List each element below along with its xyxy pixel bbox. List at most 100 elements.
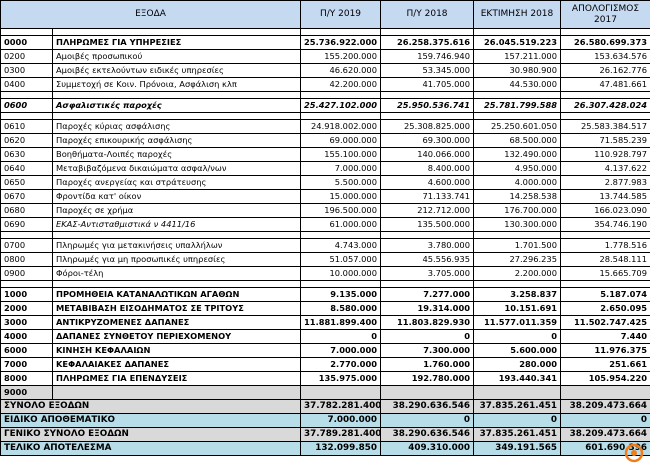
data-row: 0300 Αμοιβές εκτελούντων ειδικές υπηρεσίε… — [0, 63, 650, 78]
data-row: 0650 Παροχές ανεργείας και στράτευσης 5.50… — [0, 175, 650, 190]
value-cell: 105.954.220 — [560, 371, 650, 386]
spacer-row — [0, 112, 650, 120]
name-cell: Παροχές ανεργείας και στράτευσης — [52, 175, 301, 190]
spacer-cell — [300, 112, 381, 120]
spacer-cell — [52, 91, 301, 99]
total-value: 132.099.850 — [300, 441, 381, 456]
data-row: 2000 ΜΕΤΑΒΙΒΑΣΗ ΕΙΣΟΔΗΜΑΤΟΣ ΣΕ ΤΡΙΤΟΥΣ 8.5… — [0, 301, 650, 316]
name-cell: ΔΑΠΑΝΕΣ ΣΥΝΘΕΤΟΥ ΠΕΡΙΕΧΟΜΕΝΟΥ — [52, 329, 301, 344]
code-cell: 3000 — [0, 315, 53, 330]
value-cell: 280.000 — [473, 357, 561, 372]
code-cell: 0800 — [0, 252, 53, 267]
value-cell: 28.548.111 — [560, 252, 650, 267]
value-cell — [473, 385, 561, 400]
total-row: ΣΥΝΟΛΟ ΕΞΟΔΩΝ 37.782.281.400 38.290.636.54… — [0, 399, 650, 414]
data-row: 0610 Παροχές κύριας ασφάλισης 24.918.002.0… — [0, 119, 650, 134]
value-cell: 68.500.000 — [473, 133, 561, 148]
data-row: 0000 ΠΛΗΡΩΜΕΣ ΓΙΑ ΥΠΗΡΕΣΙΕΣ 25.736.922.000… — [0, 35, 650, 50]
spacer-cell — [380, 231, 474, 239]
spacer-cell — [0, 231, 53, 239]
value-cell: 159.746.940 — [380, 49, 474, 64]
value-cell: 7.277.000 — [380, 287, 474, 302]
value-cell: 51.057.000 — [300, 252, 381, 267]
value-cell: 26.162.776 — [560, 63, 650, 78]
data-row: 7000 ΚΕΦΑΛΑΙΑΚΕΣ ΔΑΠΑΝΕΣ 2.770.000 1.760.00… — [0, 357, 650, 372]
code-cell: 0900 — [0, 266, 53, 281]
spacer-cell — [473, 91, 561, 99]
data-row: 0620 Παροχές επικουρικής ασφάλισης 69.000.… — [0, 133, 650, 148]
value-cell: 4.600.000 — [380, 175, 474, 190]
total-row: ΓΕΝΙΚΟ ΣΥΝΟΛΟ ΕΞΟΔΩΝ 37.789.281.400 38.290… — [0, 427, 650, 442]
value-cell: 157.211.000 — [473, 49, 561, 64]
total-value: 37.782.281.400 — [300, 399, 381, 414]
code-cell: 1000 — [0, 287, 53, 302]
total-value: 0 — [560, 413, 650, 428]
total-value: 409.310.000 — [380, 441, 474, 456]
total-label: ΤΕΛΙΚΟ ΑΠΟΤΕΛΕΣΜΑ — [0, 441, 301, 456]
name-cell: Ασφαλιστικές παροχές — [52, 98, 301, 113]
spacer-cell — [52, 231, 301, 239]
value-cell: 155.100.000 — [300, 147, 381, 162]
code-cell: 7000 — [0, 357, 53, 372]
value-cell: 46.620.000 — [300, 63, 381, 78]
spacer-row — [0, 28, 650, 36]
value-cell — [380, 385, 474, 400]
value-cell: 30.980.900 — [473, 63, 561, 78]
value-cell: 4.000.000 — [473, 175, 561, 190]
total-value: 0 — [380, 413, 474, 428]
value-cell: 9.135.000 — [300, 287, 381, 302]
value-cell: 1.701.500 — [473, 238, 561, 253]
value-cell: 5.187.074 — [560, 287, 650, 302]
spacer-cell — [380, 280, 474, 288]
total-label: ΣΥΝΟΛΟ ΕΞΟΔΩΝ — [0, 399, 301, 414]
value-cell: 110.928.797 — [560, 147, 650, 162]
spacer-cell — [560, 112, 650, 120]
data-row: 0900 Φόροι-τέλη 10.000.000 3.705.000 2.200.0… — [0, 266, 650, 281]
value-cell: 2.200.000 — [473, 266, 561, 281]
value-cell: 25.781.799.588 — [473, 98, 561, 113]
data-row: 1000 ΠΡΟΜΗΘΕΙΑ ΚΑΤΑΝΑΛΩΤΙΚΩΝ ΑΓΑΘΩΝ 9.135.… — [0, 287, 650, 302]
header-row: ΕΞΟΔΑ Π/Υ 2019 Π/Υ 2018 ΕΚΤΙΜΗΣΗ 2018 ΑΠΟΛΟΓ… — [0, 0, 650, 29]
code-cell: 4000 — [0, 329, 53, 344]
total-value: 7.000.000 — [300, 413, 381, 428]
value-cell: 153.634.576 — [560, 49, 650, 64]
value-cell: 251.661 — [560, 357, 650, 372]
name-cell: Αμοιβές εκτελούντων ειδικές υπηρεσίες — [52, 63, 301, 78]
value-cell: 5.500.000 — [300, 175, 381, 190]
code-cell: 2000 — [0, 301, 53, 316]
total-row: ΤΕΛΙΚΟ ΑΠΟΤΕΛΕΣΜΑ 132.099.850 409.310.000 3… — [0, 441, 650, 456]
value-cell: 5.600.000 — [473, 343, 561, 358]
name-cell — [52, 385, 301, 400]
value-cell: 10.151.691 — [473, 301, 561, 316]
spacer-cell — [473, 112, 561, 120]
value-cell: 354.746.190 — [560, 217, 650, 232]
code-cell: 0600 — [0, 98, 53, 113]
value-cell: 15.000.000 — [300, 189, 381, 204]
code-cell: 0630 — [0, 147, 53, 162]
spacer-row — [0, 231, 650, 239]
name-cell: ΜΕΤΑΒΙΒΑΣΗ ΕΙΣΟΔΗΜΑΤΟΣ ΣΕ ΤΡΙΤΟΥΣ — [52, 301, 301, 316]
value-cell: 11.502.747.425 — [560, 315, 650, 330]
name-cell: Αμοιβές προσωπικού — [52, 49, 301, 64]
value-cell: 41.705.000 — [380, 77, 474, 92]
spacer-row — [0, 280, 650, 288]
value-cell: 8.580.000 — [300, 301, 381, 316]
value-cell: 25.583.384.517 — [560, 119, 650, 134]
column-header: ΕΚΤΙΜΗΣΗ 2018 — [473, 0, 561, 29]
data-row: 0680 Παροχές σε χρήμα 196.500.000 212.712.0… — [0, 203, 650, 218]
spacer-cell — [300, 28, 381, 36]
value-cell: 11.577.011.359 — [473, 315, 561, 330]
code-cell: 0690 — [0, 217, 53, 232]
code-cell: 0610 — [0, 119, 53, 134]
value-cell: 3.780.000 — [380, 238, 474, 253]
value-cell: 71.585.239 — [560, 133, 650, 148]
spacer-cell — [380, 112, 474, 120]
value-cell: 130.300.000 — [473, 217, 561, 232]
value-cell: 45.556.935 — [380, 252, 474, 267]
total-label: ΓΕΝΙΚΟ ΣΥΝΟΛΟ ΕΞΟΔΩΝ — [0, 427, 301, 442]
value-cell: 132.490.000 — [473, 147, 561, 162]
value-cell: 11.803.829.930 — [380, 315, 474, 330]
value-cell: 192.780.000 — [380, 371, 474, 386]
value-cell: 3.258.837 — [473, 287, 561, 302]
